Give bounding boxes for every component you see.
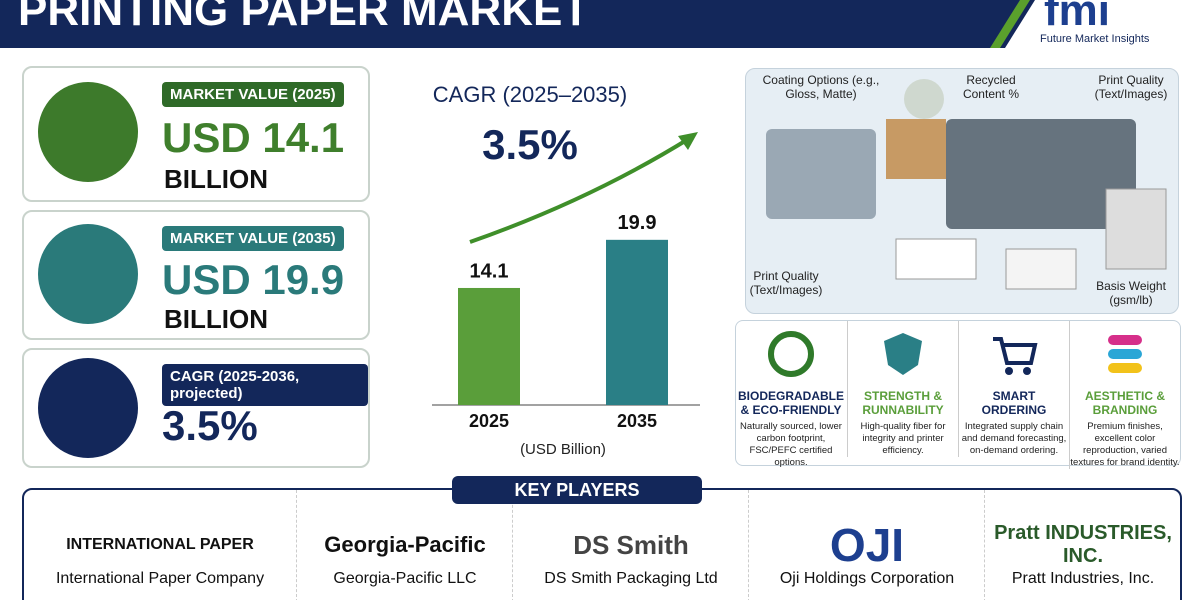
feature-text: Premium finishes, excellent color reprod…	[1070, 421, 1180, 468]
stat-card: CAGR (2025-2036, projected) 3.5%	[22, 348, 370, 468]
feature: AESTHETIC & BRANDING Premium finishes, e…	[1069, 321, 1180, 469]
features: BIODEGRADABLE & ECO-FRIENDLY Naturally s…	[735, 320, 1181, 469]
header-decor	[990, 0, 1200, 48]
player-name: Georgia-Pacific LLC	[333, 570, 477, 587]
feature-title: SMART ORDERING	[981, 389, 1047, 417]
player-logo: OJI	[829, 519, 905, 571]
icon	[38, 224, 138, 324]
illustration-label: Recycled Content %	[962, 73, 1020, 101]
player: INTERNATIONAL PAPER International Paper …	[24, 490, 296, 600]
stat-value: USD 19.9	[162, 256, 345, 303]
key-players: INTERNATIONAL PAPER International Paper …	[22, 488, 1182, 600]
x-tick-label: 2035	[617, 411, 657, 431]
stat-label: CAGR (2025-2036, projected)	[162, 364, 368, 406]
chart-title: CAGR (2025–2035)	[433, 82, 627, 107]
trend-arrow	[469, 136, 692, 244]
player: DS Smith DS Smith Packaging Ltd	[512, 490, 749, 600]
stat-card: MARKET VALUE (2025) USD 14.1 BILLION	[22, 66, 370, 202]
feature-text: High-quality fiber for integrity and pri…	[860, 421, 946, 456]
illustration-art	[766, 79, 1167, 290]
feature-icon	[1108, 335, 1142, 373]
chart-subtitle: 3.5%	[482, 121, 578, 168]
player: Pratt INDUSTRIES, INC. Pratt Industries,…	[984, 490, 1181, 600]
stat-card: MARKET VALUE (2035) USD 19.9 BILLION	[22, 210, 370, 340]
illustration-label: Print Quality (Text/Images)	[749, 269, 823, 297]
stat-value: 3.5%	[162, 402, 258, 449]
feature: BIODEGRADABLE & ECO-FRIENDLY Naturally s…	[736, 321, 846, 469]
icon	[38, 358, 138, 458]
feature: SMART ORDERING Integrated supply chain a…	[958, 321, 1069, 457]
logo-caption: Future Market Insights	[1040, 33, 1150, 45]
value-label: 19.9	[618, 212, 657, 234]
header-title: PRINTING PAPER MARKET	[18, 0, 590, 35]
x-tick-label: 2025	[469, 411, 509, 431]
feature: STRENGTH & RUNNABILITY High-quality fibe…	[847, 321, 958, 457]
player: Georgia-Pacific Georgia-Pacific LLC	[296, 490, 513, 600]
player-name: DS Smith Packaging Ltd	[544, 570, 718, 587]
feature-icon	[993, 337, 1038, 375]
bar	[458, 287, 520, 405]
stat-label: MARKET VALUE (2025)	[162, 82, 344, 107]
player-logo: DS Smith	[573, 529, 689, 560]
player-logo: INTERNATIONAL PAPER	[66, 536, 254, 553]
illustration-label: Basis Weight (gsm/lb)	[1096, 279, 1166, 307]
stat-value: USD 14.1	[162, 114, 345, 161]
illustration: Coating Options (e.g., Gloss, Matte) Rec…	[745, 68, 1179, 314]
feature-title: STRENGTH & RUNNABILITY	[862, 389, 944, 417]
feature-text: Integrated supply chain and demand forec…	[961, 421, 1067, 456]
chart: CAGR (2025–2035) 3.5% (USD Billion) 14.1…	[432, 82, 700, 458]
feature-icon	[884, 333, 922, 375]
logo: fmi	[1044, 0, 1110, 35]
player-name: International Paper Company	[55, 570, 265, 587]
value-label: 14.1	[470, 260, 509, 282]
player-name: Oji Holdings Corporation	[779, 570, 955, 587]
feature-text: Naturally sourced, lower carbon footprin…	[740, 421, 842, 468]
stat-unit: BILLION	[164, 304, 268, 334]
player-logo: Pratt INDUSTRIES, INC.	[994, 522, 1172, 567]
stat-unit: BILLION	[164, 164, 268, 194]
bar	[606, 239, 668, 405]
feature-icon	[768, 331, 814, 377]
stat-label: MARKET VALUE (2035)	[162, 226, 344, 251]
player: OJI Oji Holdings Corporation	[748, 490, 985, 600]
icon	[38, 82, 138, 182]
player-logo: Georgia-Pacific	[324, 532, 486, 557]
illustration-label: Print Quality (Text/Images)	[1094, 73, 1168, 101]
feature-title: AESTHETIC & BRANDING	[1084, 389, 1165, 417]
arrow-head	[678, 132, 698, 150]
key-players-title: KEY PLAYERS	[452, 476, 702, 504]
player-name: Pratt Industries, Inc.	[1011, 570, 1155, 587]
x-label: (USD Billion)	[520, 441, 606, 458]
illustration-label: Coating Options (e.g., Gloss, Matte)	[762, 73, 880, 101]
feature-title: BIODEGRADABLE & ECO-FRIENDLY	[737, 389, 844, 417]
